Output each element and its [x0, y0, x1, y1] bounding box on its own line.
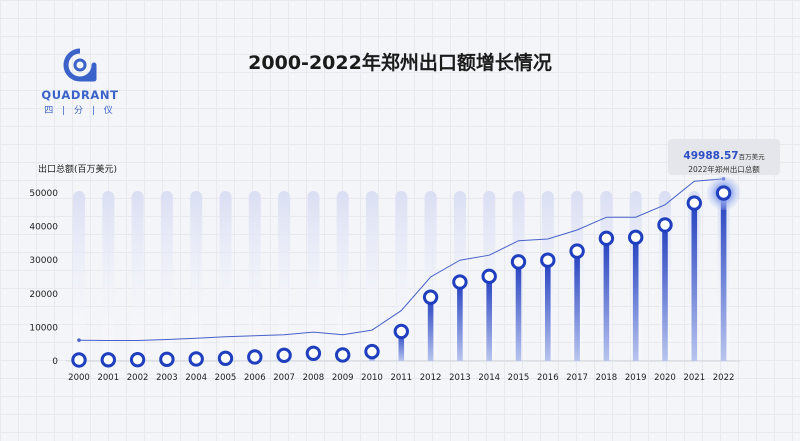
logo-wordmark: QUADRANT	[41, 88, 119, 102]
bar-marker	[276, 347, 292, 363]
x-tick-label: 2020	[654, 373, 676, 383]
background-column	[366, 191, 378, 361]
bar-marker	[100, 352, 117, 368]
callout-value: 49988.57	[683, 150, 739, 162]
bar	[515, 261, 522, 361]
background-column	[395, 191, 408, 361]
bar	[545, 260, 551, 361]
background-column	[160, 191, 173, 361]
bar-marker	[422, 289, 439, 305]
y-tick-label: 20000	[29, 290, 58, 300]
bar-marker	[364, 343, 380, 360]
logo: QUADRANT 四 | 分 | 仪	[40, 48, 120, 116]
callout-unit: 百万美元	[738, 153, 765, 161]
bar-marker	[452, 274, 468, 290]
trend-line	[78, 178, 724, 341]
bar	[720, 193, 727, 361]
background-column	[336, 191, 349, 361]
x-tick-label: 2002	[127, 373, 149, 383]
y-tick-label: 50000	[29, 189, 58, 199]
bar-marker	[393, 323, 409, 340]
background-column	[73, 191, 85, 361]
bar-marker	[305, 345, 322, 361]
y-tick-label: 10000	[29, 323, 58, 333]
background-column	[248, 191, 261, 361]
bar	[427, 297, 434, 361]
x-tick-label: 2000	[68, 373, 90, 383]
x-tick-label: 2006	[244, 373, 266, 383]
bar-marker	[540, 252, 556, 268]
latest-value-callout: 49988.57百万美元 2022年郑州出口总额	[668, 139, 780, 175]
y-tick-label: 30000	[29, 256, 58, 266]
x-tick-label: 2001	[97, 373, 119, 383]
bar-marker	[569, 243, 585, 259]
bar	[691, 203, 698, 361]
x-tick-label: 2015	[508, 373, 530, 383]
background-column	[219, 191, 232, 361]
bar	[486, 276, 492, 361]
x-tick-label: 2012	[420, 373, 442, 383]
x-tick-label: 2003	[156, 373, 178, 383]
x-tick-label: 2008	[303, 373, 325, 383]
bar	[603, 238, 610, 361]
bar-marker	[188, 351, 204, 367]
bar-marker	[510, 254, 527, 270]
x-tick-label: 2021	[683, 373, 705, 383]
bar-marker	[217, 350, 234, 367]
background-column	[102, 191, 115, 361]
x-tick-label: 2017	[566, 373, 588, 383]
x-tick-label: 2004	[185, 373, 207, 383]
background-column	[424, 191, 437, 361]
bar	[662, 224, 668, 361]
x-tick-label: 2014	[478, 373, 500, 383]
trend-line-start-dot	[77, 338, 81, 342]
y-tick-label: 0	[52, 357, 58, 367]
x-tick-label: 2009	[332, 373, 354, 383]
bar	[574, 251, 580, 361]
x-tick-label: 2016	[537, 373, 559, 383]
bar	[632, 237, 639, 361]
callout-label: 2022年郑州出口总额	[688, 165, 760, 174]
x-tick-label: 2007	[273, 373, 295, 383]
bar-marker	[71, 352, 87, 368]
bar-marker	[715, 185, 732, 201]
x-tick-label: 2018	[596, 373, 618, 383]
bar-marker	[335, 347, 351, 363]
bar-marker	[481, 268, 497, 285]
x-tick-label: 2019	[625, 373, 647, 383]
logo-subtext: 四 | 分 | 仪	[44, 106, 116, 116]
bar	[398, 331, 405, 361]
bar-marker	[159, 351, 175, 368]
bar	[457, 282, 463, 361]
quadrant-logo-icon	[63, 48, 97, 82]
bar-marker	[628, 229, 644, 246]
background-column	[278, 191, 291, 361]
y-axis-label: 出口总额(百万美元)	[38, 165, 118, 175]
chart-title: 2000-2022年郑州出口额增长情况	[248, 52, 552, 74]
x-tick-label: 2022	[713, 373, 735, 383]
background-column	[307, 191, 320, 361]
x-tick-label: 2013	[449, 373, 471, 383]
x-tick-label: 2011	[390, 373, 412, 383]
x-tick-label: 2010	[361, 373, 383, 383]
bar-marker	[598, 230, 615, 247]
bar-marker	[686, 195, 702, 211]
background-column	[190, 191, 203, 361]
bar-marker	[657, 217, 673, 233]
x-tick-label: 2005	[215, 373, 237, 383]
y-tick-label: 40000	[29, 223, 58, 233]
bar-marker	[247, 349, 263, 365]
bar-marker	[129, 351, 146, 368]
background-column	[131, 191, 144, 361]
